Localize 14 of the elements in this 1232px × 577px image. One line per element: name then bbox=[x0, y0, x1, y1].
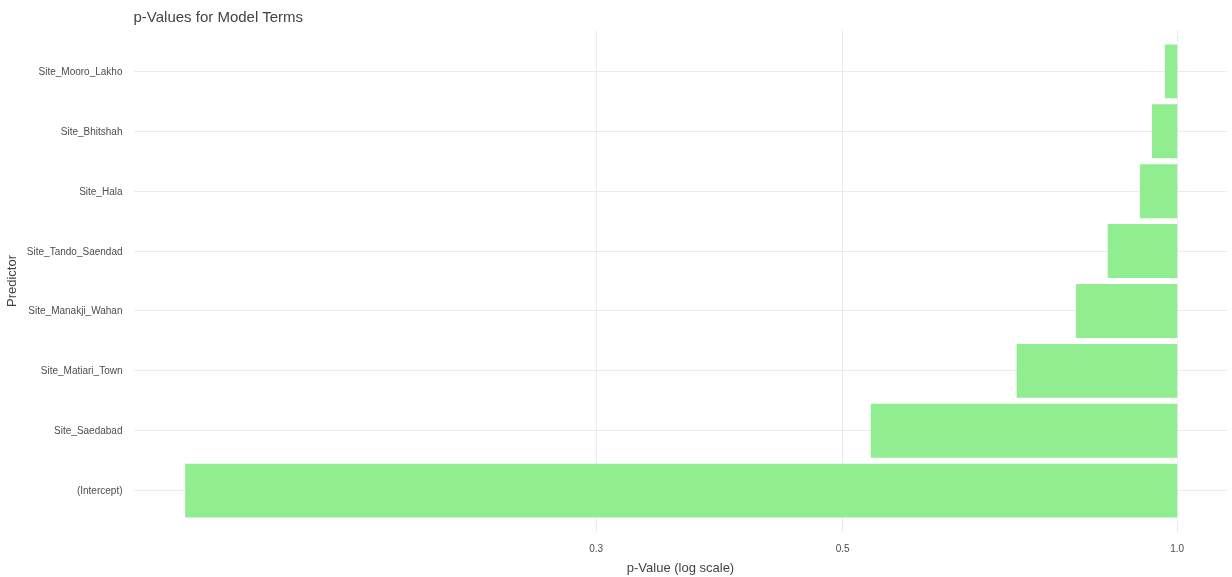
x-tick-label: 0.3 bbox=[589, 542, 604, 554]
x-tick-label: 1.0 bbox=[1170, 542, 1185, 554]
y-tick-label: Site_Mooro_Lakho bbox=[38, 65, 123, 77]
y-tick-label: (Intercept) bbox=[76, 485, 123, 497]
y-tick-label: Site_Tando_Saendad bbox=[26, 245, 123, 257]
y-tick-label: Site_Manakji_Wahan bbox=[28, 305, 123, 317]
x-tick-label: 0.5 bbox=[835, 542, 851, 554]
x-axis-title: p-Value (log scale) bbox=[626, 559, 735, 575]
y-tick-label: Site_Bhitshah bbox=[60, 125, 123, 137]
y-axis-title: Predictor bbox=[3, 254, 19, 308]
y-tick-label: Site_Saedabad bbox=[54, 425, 123, 437]
y-tick-label: Site_Hala bbox=[79, 185, 123, 197]
chart-title: p-Values for Model Terms bbox=[133, 7, 304, 25]
y-tick-label: Site_Matiari_Town bbox=[40, 365, 123, 377]
